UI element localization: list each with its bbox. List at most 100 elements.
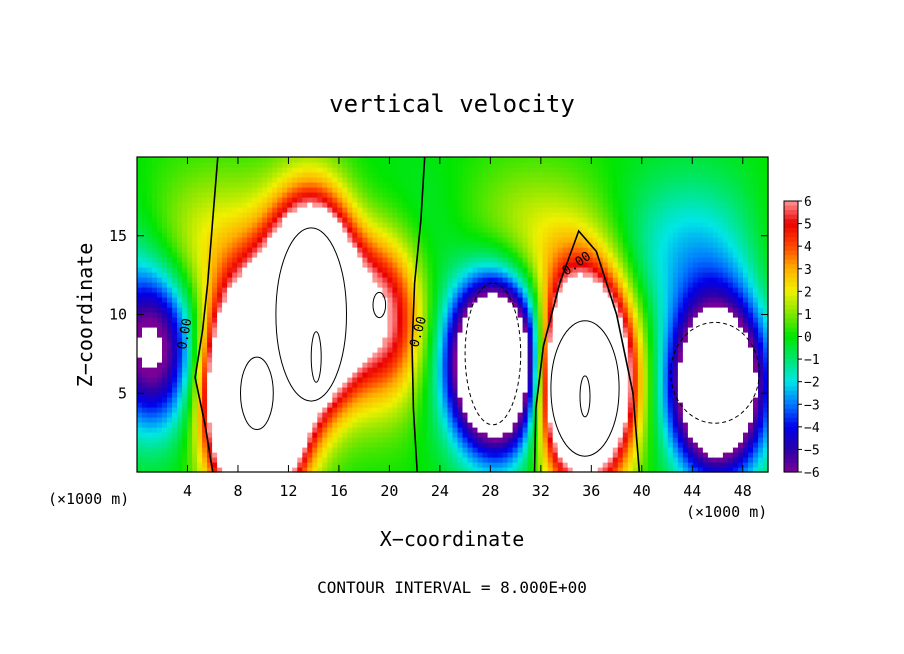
field-cell bbox=[267, 427, 273, 433]
field-cell bbox=[207, 222, 213, 228]
field-cell bbox=[397, 382, 403, 388]
field-cell bbox=[292, 297, 298, 303]
field-cell bbox=[402, 217, 408, 223]
field-cell bbox=[247, 192, 253, 198]
field-cell bbox=[297, 192, 303, 198]
field-cell bbox=[362, 437, 368, 443]
field-cell bbox=[462, 212, 469, 218]
field-cell bbox=[142, 202, 148, 208]
field-cell bbox=[447, 247, 454, 253]
field-cell bbox=[422, 167, 429, 173]
field-cell bbox=[307, 252, 313, 258]
field-cell bbox=[397, 367, 403, 373]
field-cell bbox=[487, 207, 494, 213]
field-cell bbox=[317, 402, 323, 408]
field-cell bbox=[347, 332, 353, 338]
field-cell bbox=[252, 372, 258, 378]
field-cell bbox=[442, 352, 449, 358]
field-cell bbox=[437, 372, 444, 378]
field-cell bbox=[442, 442, 449, 448]
field-cell bbox=[502, 227, 509, 233]
field-cell bbox=[382, 322, 388, 328]
field-cell bbox=[527, 442, 534, 448]
field-cell bbox=[497, 457, 504, 463]
field-cell bbox=[302, 237, 308, 243]
field-cell bbox=[492, 237, 499, 243]
field-cell bbox=[457, 267, 464, 273]
field-cell bbox=[447, 437, 454, 443]
field-cell bbox=[282, 422, 288, 428]
field-cell bbox=[252, 322, 258, 328]
field-cell bbox=[312, 297, 318, 303]
field-cell bbox=[192, 457, 198, 463]
field-cell bbox=[232, 302, 238, 308]
field-cell bbox=[397, 312, 403, 318]
field-cell bbox=[257, 237, 263, 243]
field-cell bbox=[247, 377, 253, 383]
field-cell bbox=[312, 257, 318, 263]
field-cell bbox=[382, 432, 388, 438]
field-cell bbox=[297, 247, 303, 253]
field-cell bbox=[232, 297, 238, 303]
field-cell bbox=[162, 302, 168, 308]
field-cell bbox=[457, 162, 464, 168]
field-cell bbox=[332, 407, 338, 413]
field-cell bbox=[422, 332, 429, 338]
field-cell bbox=[337, 232, 343, 238]
field-cell bbox=[402, 282, 408, 288]
field-cell bbox=[447, 227, 454, 233]
field-cell bbox=[152, 282, 158, 288]
field-cell bbox=[152, 272, 158, 278]
field-cell bbox=[442, 232, 449, 238]
field-cell bbox=[312, 317, 318, 323]
field-cell bbox=[232, 452, 238, 458]
field-cell bbox=[402, 422, 408, 428]
field-cell bbox=[527, 352, 534, 358]
field-cell bbox=[487, 352, 494, 358]
field-cell bbox=[377, 362, 383, 368]
field-cell bbox=[252, 397, 258, 403]
field-cell bbox=[487, 442, 494, 448]
field-cell bbox=[402, 417, 408, 423]
field-cell bbox=[427, 322, 434, 328]
field-cell bbox=[287, 447, 293, 453]
field-cell bbox=[162, 437, 168, 443]
field-cell bbox=[352, 212, 358, 218]
field-cell bbox=[312, 322, 318, 328]
field-cell bbox=[512, 372, 519, 378]
field-cell bbox=[492, 442, 499, 448]
field-cell bbox=[207, 237, 213, 243]
field-cell bbox=[497, 182, 504, 188]
field-cell bbox=[292, 382, 298, 388]
field-cell bbox=[222, 187, 228, 193]
field-cell bbox=[337, 192, 343, 198]
field-cell bbox=[442, 372, 449, 378]
field-cell bbox=[347, 462, 353, 468]
field-cell bbox=[372, 307, 378, 313]
field-cell bbox=[372, 362, 378, 368]
field-cell bbox=[357, 312, 363, 318]
field-cell bbox=[412, 322, 418, 328]
field-cell bbox=[297, 327, 303, 333]
field-cell bbox=[182, 412, 188, 418]
field-cell bbox=[507, 267, 514, 273]
field-cell bbox=[437, 352, 444, 358]
field-cell bbox=[322, 257, 328, 263]
field-cell bbox=[467, 432, 474, 438]
field-cell bbox=[297, 357, 303, 363]
field-cell bbox=[187, 272, 193, 278]
field-cell bbox=[192, 392, 198, 398]
field-cell bbox=[347, 177, 353, 183]
field-cell bbox=[332, 362, 338, 368]
field-cell bbox=[227, 192, 233, 198]
field-cell bbox=[217, 437, 223, 443]
field-cell bbox=[177, 407, 183, 413]
field-cell bbox=[402, 267, 408, 273]
field-cell bbox=[362, 287, 368, 293]
field-cell bbox=[532, 467, 539, 473]
field-cell bbox=[197, 287, 203, 293]
field-cell bbox=[187, 367, 193, 373]
field-cell bbox=[412, 412, 418, 418]
field-cell bbox=[522, 437, 529, 443]
field-cell bbox=[347, 392, 353, 398]
